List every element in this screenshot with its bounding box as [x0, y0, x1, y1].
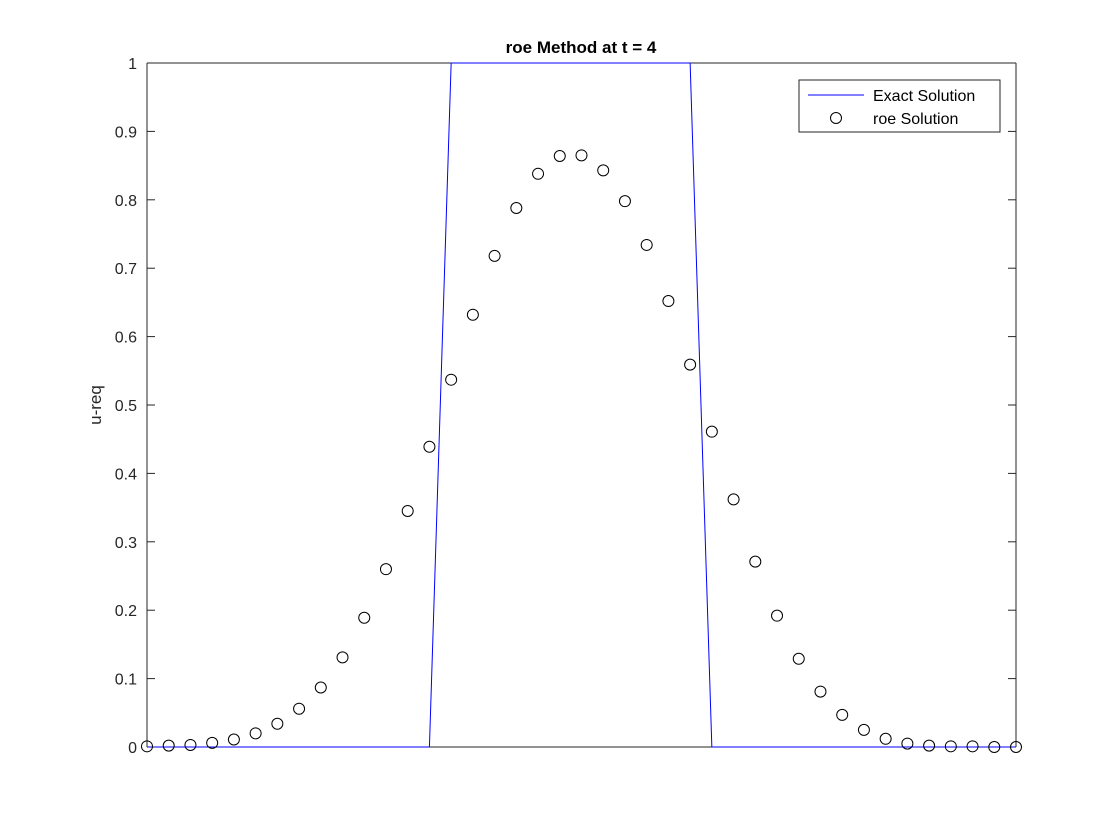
data-point-roe-solution: [314, 681, 327, 694]
legend-box: [798, 79, 1001, 133]
data-point-roe-solution: [227, 733, 240, 746]
series-layer: [141, 62, 1022, 753]
data-point-roe-solution: [727, 493, 740, 506]
data-point-roe-solution: [445, 373, 458, 386]
y-tick-label: 0.7: [115, 261, 137, 278]
data-point-roe-solution: [553, 150, 566, 163]
data-point-roe-solution: [249, 727, 262, 740]
data-point-roe-solution: [662, 295, 675, 308]
plot-area-background: [147, 63, 1016, 747]
data-point-roe-solution: [488, 249, 501, 262]
y-tick-label: 0.5: [115, 398, 137, 415]
data-point-roe-solution: [749, 555, 762, 568]
y-axis-label: u-req: [86, 385, 105, 425]
data-point-roe-solution: [379, 563, 392, 576]
y-tick-label: 1: [128, 56, 137, 73]
chart-title: roe Method at t = 4: [506, 38, 657, 57]
legend-label-roe-solution: roe Solution: [873, 111, 958, 128]
y-tick-label: 0.2: [115, 603, 137, 620]
data-point-roe-solution: [1010, 741, 1022, 753]
data-point-roe-solution: [988, 741, 1001, 753]
data-point-roe-solution: [358, 611, 371, 624]
data-point-roe-solution: [293, 702, 306, 715]
y-tick-label: 0.9: [115, 124, 137, 141]
data-point-roe-solution: [597, 164, 610, 177]
data-point-roe-solution: [206, 736, 219, 749]
data-point-roe-solution: [575, 149, 588, 162]
data-point-roe-solution: [792, 652, 805, 665]
data-point-roe-solution: [532, 167, 545, 180]
legend-marker-roe-solution: [830, 112, 842, 124]
data-point-roe-solution: [923, 739, 936, 752]
data-point-roe-solution: [814, 685, 827, 698]
data-point-roe-solution: [684, 358, 697, 371]
y-tick-label: 0.6: [115, 330, 137, 347]
data-point-roe-solution: [336, 651, 349, 664]
y-tick-label: 0.3: [115, 535, 137, 552]
data-point-roe-solution: [857, 723, 870, 736]
data-point-roe-solution: [640, 238, 653, 251]
data-point-roe-solution: [510, 202, 523, 215]
data-point-roe-solution: [184, 738, 197, 751]
series-line-exact-solution: [147, 62, 1016, 748]
data-point-roe-solution: [901, 737, 914, 750]
y-axis-tick-labels: 0 0.1 0.2 0.3 0.4 0.5 0.6 0.7 0.8 0.9 1: [115, 56, 137, 757]
data-point-roe-solution: [423, 440, 436, 453]
data-point-roe-solution: [944, 740, 957, 753]
data-point-roe-solution: [966, 740, 979, 753]
y-tick-label: 0.1: [115, 672, 137, 689]
y-tick-label: 0.8: [115, 193, 137, 210]
data-point-roe-solution: [705, 425, 718, 438]
data-point-roe-solution: [466, 308, 479, 321]
data-point-roe-solution: [401, 505, 414, 518]
y-tick-label: 0.4: [115, 466, 137, 483]
data-point-roe-solution: [162, 739, 175, 752]
legend: Exact Solution roe Solution: [798, 79, 1001, 133]
data-point-roe-solution: [836, 708, 849, 721]
legend-label-exact-solution: Exact Solution: [873, 88, 975, 105]
data-point-roe-solution: [771, 609, 784, 622]
y-tick-label: 0: [128, 740, 137, 757]
data-point-roe-solution: [271, 717, 284, 730]
data-point-roe-solution: [879, 732, 892, 745]
data-point-roe-solution: [618, 195, 631, 208]
data-point-roe-solution: [141, 740, 153, 753]
